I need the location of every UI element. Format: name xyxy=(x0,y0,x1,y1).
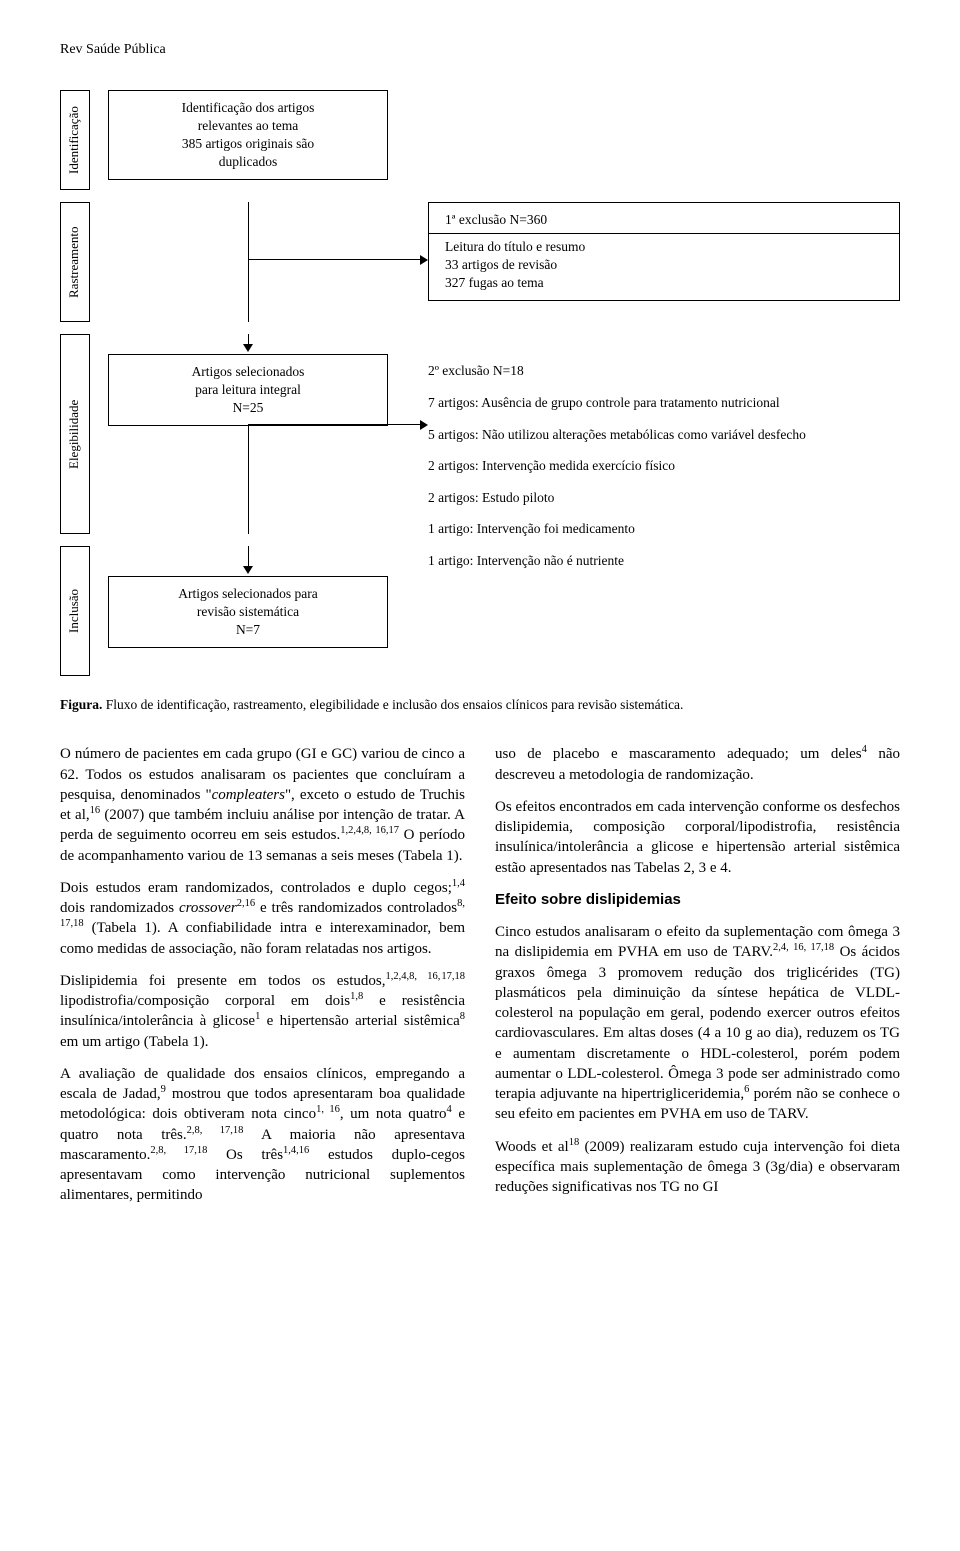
flow-right-column: 1ª exclusão N=360 Leitura do título e re… xyxy=(428,90,900,676)
para-r2: Os efeitos encontrados em cada intervenç… xyxy=(495,797,900,878)
box-identification: Identificação dos artigos relevantes ao … xyxy=(108,90,388,181)
para-l2: Dois estudos eram randomizados, controla… xyxy=(60,878,465,959)
excl2-r6: 1 artigo: Intervenção não é nutriente xyxy=(428,551,900,571)
excl1-l3: 33 artigos de revisão xyxy=(445,257,557,272)
box-revisao-l1: Artigos selecionados para xyxy=(178,586,317,601)
para-r1: uso de placebo e mascaramento adequado; … xyxy=(495,744,900,785)
arrow-right-icon xyxy=(420,255,428,265)
para-l3: Dislipidemia foi presente em todos os es… xyxy=(60,971,465,1052)
box-leitura-l3: N=25 xyxy=(233,400,264,415)
box-leitura-l1: Artigos selecionados xyxy=(192,364,305,379)
body-col-right: uso de placebo e mascaramento adequado; … xyxy=(495,744,900,1217)
subheading-dislipidemias: Efeito sobre dislipidemias xyxy=(495,890,900,910)
box-leitura-l2: para leitura integral xyxy=(195,382,301,397)
para-l4: A avaliação de qualidade dos ensaios clí… xyxy=(60,1064,465,1206)
caption-lead: Figura. xyxy=(60,697,102,712)
excl2-r4: 2 artigos: Estudo piloto xyxy=(428,488,900,508)
box-ident-l4: duplicados xyxy=(219,154,278,169)
stage-rastreamento: Rastreamento xyxy=(60,202,90,322)
excl2-heading: 2º exclusão N=18 xyxy=(428,361,900,381)
arrow-down-icon xyxy=(243,566,253,574)
excl2-r1: 7 artigos: Ausência de grupo controle pa… xyxy=(428,393,900,413)
exclusao-2-block: 2º exclusão N=18 7 artigos: Ausência de … xyxy=(428,361,900,582)
journal-name: Rev Saúde Pública xyxy=(60,40,900,60)
flow-left-column: Identificação dos artigos relevantes ao … xyxy=(108,90,388,676)
box-leitura-integral: Artigos selecionados para leitura integr… xyxy=(108,354,388,427)
excl2-r3: 2 artigos: Intervenção medida exercício … xyxy=(428,456,900,476)
arrow-right-icon xyxy=(420,420,428,430)
para-r3: Cinco estudos analisaram o efeito da sup… xyxy=(495,922,900,1125)
box-revisao-sistematica: Artigos selecionados para revisão sistem… xyxy=(108,576,388,649)
excl2-r2: 5 artigos: Não utilizou alterações metab… xyxy=(428,425,900,445)
body-text: O número de pacientes em cada grupo (GI … xyxy=(60,744,900,1217)
box-ident-l2: relevantes ao tema xyxy=(198,118,298,133)
flowchart: Identificação Rastreamento Elegibilidade… xyxy=(60,90,900,676)
box-ident-l3: 385 artigos originais são xyxy=(182,136,314,151)
stage-inclusao: Inclusão xyxy=(60,546,90,676)
excl1-l4: 327 fugas ao tema xyxy=(445,275,544,290)
figure-caption: Figura. Fluxo de identificação, rastream… xyxy=(60,696,900,715)
stage-identificacao: Identificação xyxy=(60,90,90,190)
excl2-r5: 1 artigo: Intervenção foi medicamento xyxy=(428,519,900,539)
excl1-l1: 1ª exclusão N=360 xyxy=(445,212,547,227)
box-exclusao-1: 1ª exclusão N=360 Leitura do título e re… xyxy=(428,202,900,302)
arrow-down-icon xyxy=(243,344,253,352)
excl1-l2: Leitura do título e resumo xyxy=(445,239,585,254)
stage-elegibilidade: Elegibilidade xyxy=(60,334,90,534)
stage-labels: Identificação Rastreamento Elegibilidade… xyxy=(60,90,90,676)
box-revisao-l3: N=7 xyxy=(236,622,260,637)
box-ident-l1: Identificação dos artigos xyxy=(182,100,315,115)
para-r4: Woods et al18 (2009) realizaram estudo c… xyxy=(495,1137,900,1198)
box-revisao-l2: revisão sistemática xyxy=(197,604,299,619)
para-l1: O número de pacientes em cada grupo (GI … xyxy=(60,744,465,866)
caption-text: Fluxo de identificação, rastreamento, el… xyxy=(102,697,683,712)
body-col-left: O número de pacientes em cada grupo (GI … xyxy=(60,744,465,1217)
